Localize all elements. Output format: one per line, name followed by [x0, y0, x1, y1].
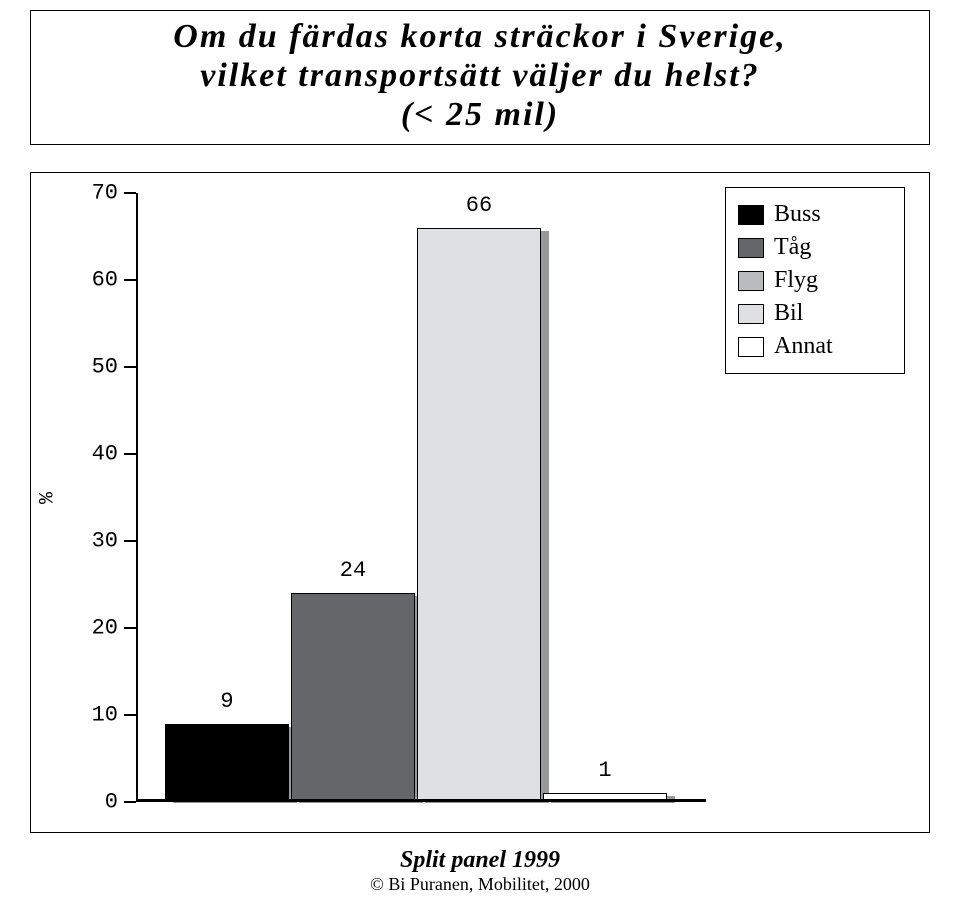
y-tick-label: 0: [105, 790, 136, 815]
y-tick-label: 60: [92, 268, 136, 293]
footer-sub: © Bi Puranen, Mobilitet, 2000: [0, 874, 960, 895]
y-tick-label: 10: [92, 703, 136, 728]
bar-value-label: 1: [598, 758, 611, 783]
legend-swatch: [738, 304, 764, 324]
legend-label: Bil: [774, 300, 803, 327]
y-tick-label: 70: [92, 181, 136, 206]
bar-tag: [291, 593, 414, 802]
legend-swatch: [738, 271, 764, 291]
legend-swatch: [738, 337, 764, 357]
bar-buss: [165, 724, 288, 802]
footer-main: Split panel 1999: [0, 847, 960, 874]
title-line-1: Om du färdas korta sträckor i Sverige,: [41, 17, 919, 56]
title-line-3: (< 25 mil): [41, 95, 919, 134]
y-tick-label: 40: [92, 442, 136, 467]
y-axis-label: %: [37, 491, 60, 503]
y-axis: [136, 193, 138, 802]
title-line-2: vilket transportsätt väljer du helst?: [41, 56, 919, 95]
legend-item-flyg: Flyg: [738, 264, 892, 297]
y-tick-label: 50: [92, 355, 136, 380]
legend: Buss Tåg Flyg Bil Annat: [725, 187, 905, 374]
chart-footer: Split panel 1999 © Bi Puranen, Mobilitet…: [0, 847, 960, 895]
legend-swatch: [738, 238, 764, 258]
chart-panel: % 0 10 20 30 40 50 60 70 9 24 66 1 Buss Tåg Flyg Bil An…: [30, 172, 930, 833]
plot-area: % 010203040506070924661: [136, 193, 696, 802]
legend-item-tag: Tåg: [738, 231, 892, 264]
chart-title-box: Om du färdas korta sträckor i Sverige, v…: [30, 10, 930, 145]
y-tick-label: 30: [92, 529, 136, 554]
bar-bil: [417, 228, 540, 802]
bar-value-label: 24: [340, 558, 366, 583]
legend-label: Buss: [774, 201, 821, 228]
legend-swatch: [738, 205, 764, 225]
bar-value-label: 9: [220, 689, 233, 714]
x-axis: [136, 799, 706, 802]
legend-item-annat: Annat: [738, 330, 892, 363]
legend-label: Flyg: [774, 267, 818, 294]
legend-item-buss: Buss: [738, 198, 892, 231]
bar-value-label: 66: [466, 193, 492, 218]
legend-label: Tåg: [774, 234, 811, 261]
legend-item-bil: Bil: [738, 297, 892, 330]
legend-label: Annat: [774, 333, 833, 360]
y-tick-label: 20: [92, 616, 136, 641]
